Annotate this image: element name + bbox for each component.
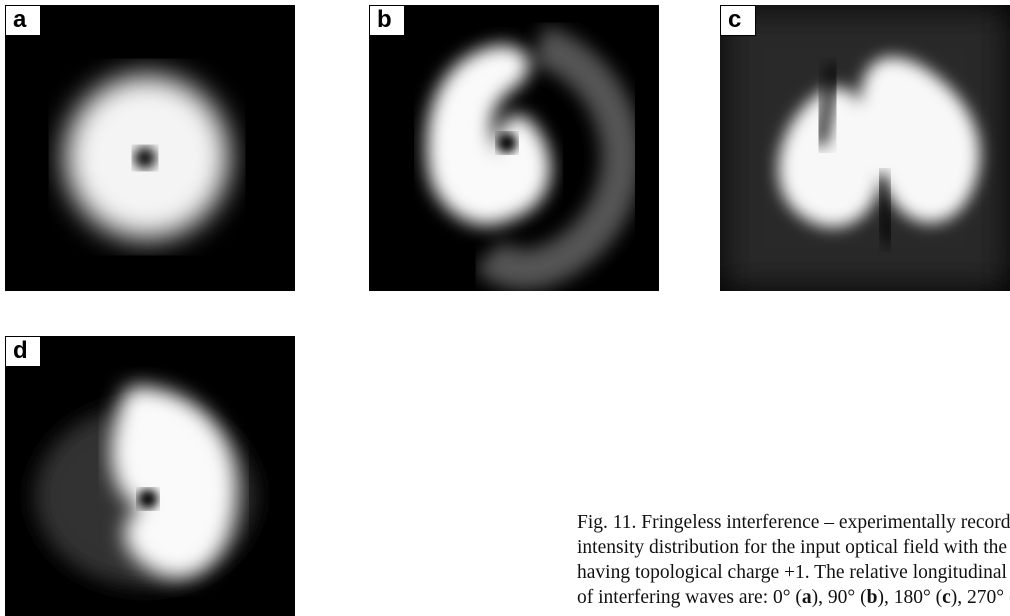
caption-run: b <box>867 587 878 608</box>
panel: d <box>5 336 295 616</box>
panel-image <box>720 5 1010 291</box>
panel-image <box>369 5 659 291</box>
panel: c <box>720 5 1010 291</box>
panel-image <box>5 336 295 616</box>
caption-run: ), 90° ( <box>812 587 867 608</box>
caption-run: ), 180° ( <box>877 587 942 608</box>
caption-line: Fig. 11. Fringeless interference – exper… <box>577 510 1010 535</box>
panel-label: d <box>5 336 41 367</box>
caption-run: c <box>942 587 951 608</box>
caption-line: intensity distribution for the input opt… <box>577 535 1010 560</box>
caption-line: having topological charge +1. The relati… <box>577 560 1010 585</box>
caption-run: a <box>802 587 812 608</box>
panel: a <box>5 5 295 291</box>
caption-run: ), 270° ( <box>951 587 1010 608</box>
caption-line: of interfering waves are: 0° (a), 90° (b… <box>577 585 1010 610</box>
caption: Fig. 11. Fringeless interference – exper… <box>577 510 1010 610</box>
panel-label: c <box>720 5 756 36</box>
panel: b <box>369 5 659 291</box>
panel-label: b <box>369 5 405 36</box>
panel-label: a <box>5 5 41 36</box>
panel-image <box>5 5 295 291</box>
caption-run: of interfering waves are: 0° ( <box>577 587 802 608</box>
page: a b c <box>0 0 1010 616</box>
